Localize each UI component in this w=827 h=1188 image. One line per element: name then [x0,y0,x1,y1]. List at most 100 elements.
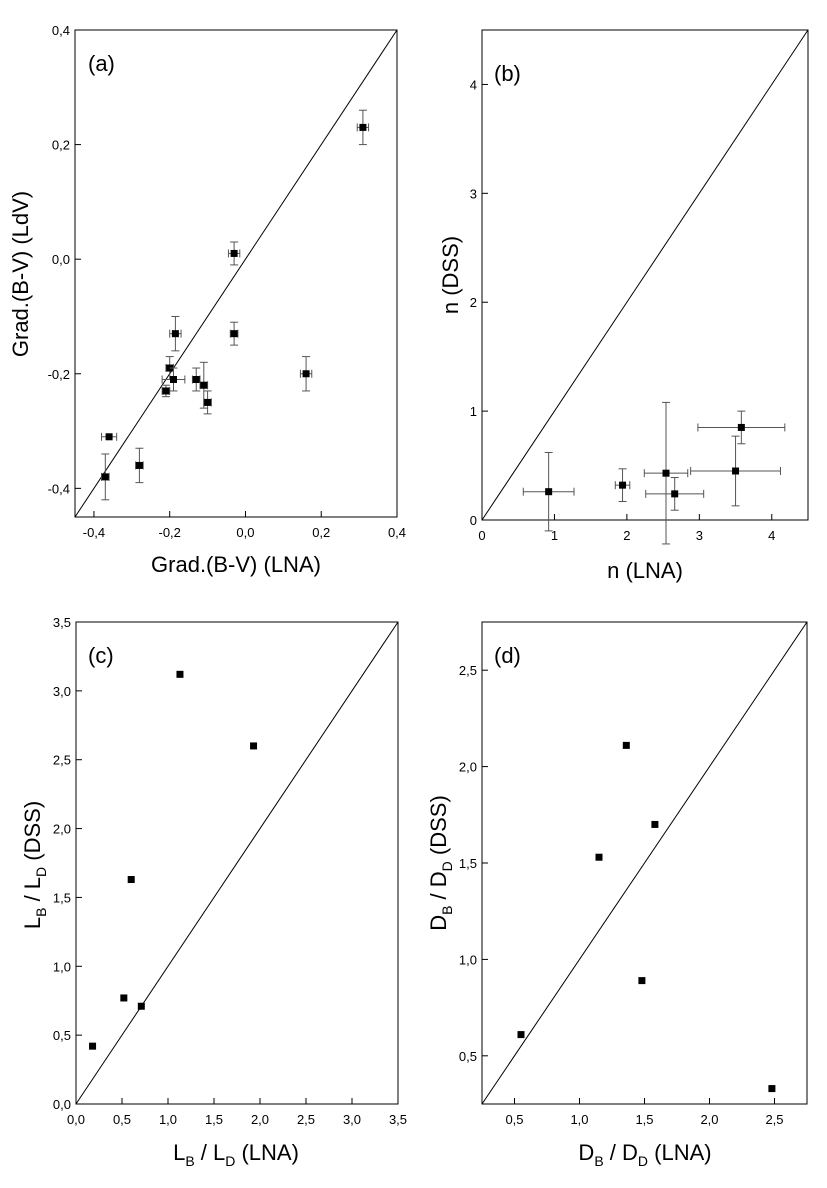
y-tick-label: 2,5 [53,753,71,768]
data-point [622,741,630,749]
x-tick-label: 1 [551,528,558,543]
plot-frame [481,29,809,521]
y-tick-label: 0,0 [53,1097,71,1112]
plot-frame [75,621,399,1105]
data-point [204,398,212,406]
data-point [127,876,135,884]
y-tick-label: 1,5 [53,890,71,905]
x-axis-title: LB / LD (LNA) [173,1140,299,1169]
x-tick-label: 1,5 [635,1112,653,1127]
data-point [737,423,745,431]
y-tick-label: 1,0 [53,959,71,974]
y-tick-label: 0,4 [52,23,70,38]
x-tick-label: 3 [696,528,703,543]
x-tick-label: 4 [768,528,775,543]
panel-a: -0,4 -0,2 0,0 0,2 0,4 -0,4 -0,2 0,0 0,2 0,4 (a) G… [8,23,406,577]
data-point [662,469,670,477]
data-point [651,820,659,828]
x-tick-label: 0,5 [505,1112,523,1127]
x-tick-label: 2,5 [765,1112,783,1127]
x-tick-label: 1,0 [159,1112,177,1127]
reference-line-y-equals-x [74,29,398,518]
x-tick-label: 2,5 [297,1112,315,1127]
y-tick-label: 3 [470,186,477,201]
x-tick-label: 2 [623,528,630,543]
y-tick-label: -0,4 [48,481,70,496]
data-point [200,381,208,389]
data-point [517,1031,525,1039]
data-point [192,375,200,383]
data-point [120,994,128,1002]
data-point [105,433,113,441]
y-tick-label: 4 [470,77,477,92]
plot-frame [74,29,398,518]
panel-c: 0,0 0,5 1,0 1,5 2,0 2,5 3,0 3,5 0,0 0,5 1,0 1,5 2,0 2… [20,615,407,1169]
x-tick-label: -0,4 [83,525,105,540]
panel-label: (c) [88,643,114,668]
y-tick-label: 0,0 [52,252,70,267]
y-tick-label: 2,5 [459,663,477,678]
x-tick-label: 0 [478,528,485,543]
data-point [137,1002,145,1010]
x-tick-label: 3,5 [389,1112,407,1127]
x-axis-title: n (LNA) [607,558,683,583]
x-axis-title: DB / DD (LNA) [578,1140,711,1169]
y-tick-label: 0 [470,513,477,528]
x-tick-label: 0,2 [312,525,330,540]
x-tick-label: 3,0 [343,1112,361,1127]
y-tick-label: 3,0 [53,684,71,699]
reference-line-y-equals-x [481,621,808,1105]
x-tick-label: 2,0 [700,1112,718,1127]
data-point [169,375,177,383]
data-point [176,670,184,678]
y-tick-label: 2,0 [459,760,477,775]
data-point [230,249,238,257]
panel-b: 0 1 2 3 4 0 1 2 3 4 (b) n (LNA) n (DSS) [438,29,809,583]
data-point [638,977,646,985]
x-tick-label: 1,5 [205,1112,223,1127]
data-point [768,1085,776,1093]
y-tick-label: 2 [470,295,477,310]
y-tick-label: 3,5 [53,615,71,630]
panel-label: (b) [494,61,521,86]
x-tick-label: 0,5 [113,1112,131,1127]
data-point [302,370,310,378]
y-tick-label: 0,5 [459,1049,477,1064]
data-point [619,481,627,489]
y-axis-title: Grad.(B-V) (LdV) [8,191,33,357]
data-point [135,461,143,469]
y-tick-label: 2,0 [53,822,71,837]
data-point [359,123,367,131]
y-tick-label: 1 [470,404,477,419]
panel-label: (a) [88,51,115,76]
data-point [250,742,258,750]
data-point [171,330,179,338]
data-point [595,853,603,861]
x-tick-label: 1,0 [570,1112,588,1127]
data-point [732,467,740,475]
y-tick-label: 0,2 [52,138,70,153]
x-tick-label: 0,0 [67,1112,85,1127]
y-tick-label: 0,5 [53,1028,71,1043]
y-tick-label: -0,2 [48,367,70,382]
x-axis-title: Grad.(B-V) (LNA) [151,552,321,577]
data-point [101,473,109,481]
y-axis-title: LB / LD (DSS) [20,801,49,929]
reference-line-y-equals-x [75,621,399,1105]
panel-label: (d) [494,643,521,668]
y-axis-title: n (DSS) [438,236,463,314]
x-tick-label: 0,4 [388,525,406,540]
y-tick-label: 1,0 [459,952,477,967]
panel-d: 0,5 1,0 1,5 2,0 2,5 0,5 1,0 1,5 2,0 2,5 (d) DB / … [426,621,808,1169]
x-tick-label: 0,0 [236,525,254,540]
reference-line-y-equals-x [481,29,809,521]
y-tick-label: 1,5 [459,856,477,871]
data-point [545,488,553,496]
y-axis-title: DB / DD (DSS) [426,795,455,931]
data-point [162,387,170,395]
data-point [671,490,679,498]
data-point [89,1042,97,1050]
x-tick-label: -0,2 [159,525,181,540]
x-tick-label: 2,0 [251,1112,269,1127]
